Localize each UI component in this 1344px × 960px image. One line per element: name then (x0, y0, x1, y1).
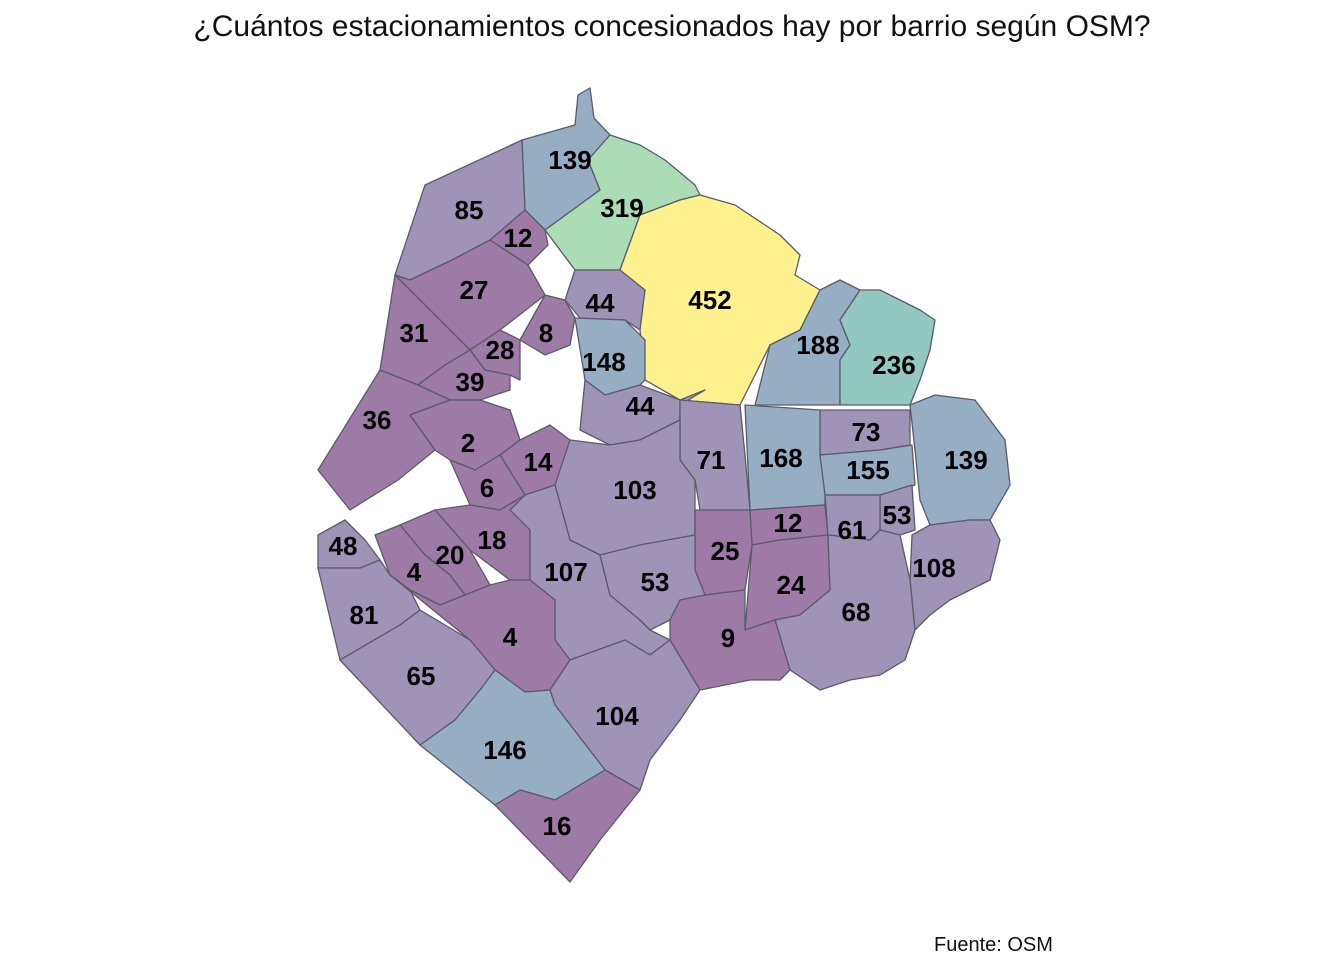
barrio-value-label: 18 (478, 525, 507, 555)
barrio-value-label: 139 (944, 445, 987, 475)
barrio-value-label: 104 (595, 701, 639, 731)
barrio-value-label: 103 (613, 475, 656, 505)
barrio-value-label: 12 (774, 508, 803, 538)
barrio-value-label: 53 (883, 500, 912, 530)
barrio-region-44 (494, 769, 641, 883)
barrio-value-label: 4 (407, 557, 422, 587)
barrio-value-label: 48 (329, 531, 358, 561)
barrio-value-label: 81 (350, 600, 379, 630)
barrio-value-label: 39 (456, 367, 485, 397)
barrio-value-label: 44 (586, 288, 615, 318)
barrio-value-label: 16 (543, 811, 572, 841)
barrio-region-39 (774, 529, 916, 691)
barrio-value-label: 28 (486, 335, 515, 365)
barrio-value-label: 319 (600, 193, 643, 223)
barrio-value-label: 73 (852, 417, 881, 447)
barrio-region-35 (909, 519, 1001, 631)
barrio-value-label: 452 (688, 285, 731, 315)
barrio-value-label: 148 (582, 347, 625, 377)
barrio-value-label: 27 (460, 275, 489, 305)
barrio-polygons (317, 87, 1011, 883)
barrio-value-label: 139 (548, 145, 591, 175)
barrio-value-label: 31 (400, 318, 429, 348)
barrio-value-label: 188 (796, 330, 839, 360)
barrio-region-6 (564, 269, 646, 331)
barrio-value-label: 8 (539, 318, 553, 348)
barrio-value-label: 108 (912, 553, 955, 583)
source-caption: Fuente: OSM (934, 934, 1053, 956)
barrio-value-label: 6 (480, 473, 494, 503)
barrio-value-label: 9 (721, 623, 735, 653)
barrio-value-label: 85 (455, 195, 484, 225)
barrio-value-label: 36 (363, 405, 392, 435)
barrio-value-label: 53 (641, 567, 670, 597)
barrio-value-label: 168 (759, 443, 802, 473)
barrio-value-label: 71 (697, 445, 726, 475)
barrio-value-label: 65 (407, 661, 436, 691)
barrio-value-label: 107 (544, 557, 587, 587)
barrio-value-label: 61 (838, 515, 867, 545)
barrio-value-label: 2 (461, 428, 475, 458)
barrio-value-label: 14 (524, 447, 553, 477)
barrio-value-label: 4 (503, 622, 518, 652)
barrio-value-label: 24 (777, 570, 806, 600)
barrio-value-label: 146 (483, 735, 526, 765)
barrio-value-label: 44 (626, 391, 655, 421)
barrio-region-11 (839, 289, 936, 406)
barrio-value-label: 68 (842, 597, 871, 627)
barrio-value-label: 12 (504, 223, 533, 253)
barrio-value-label: 236 (872, 350, 915, 380)
barrio-value-label: 155 (846, 455, 889, 485)
map-title: ¿Cuántos estacionamientos concesionados … (193, 10, 1151, 43)
barrio-value-label: 20 (436, 540, 465, 570)
barrio-value-label: 25 (711, 536, 740, 566)
